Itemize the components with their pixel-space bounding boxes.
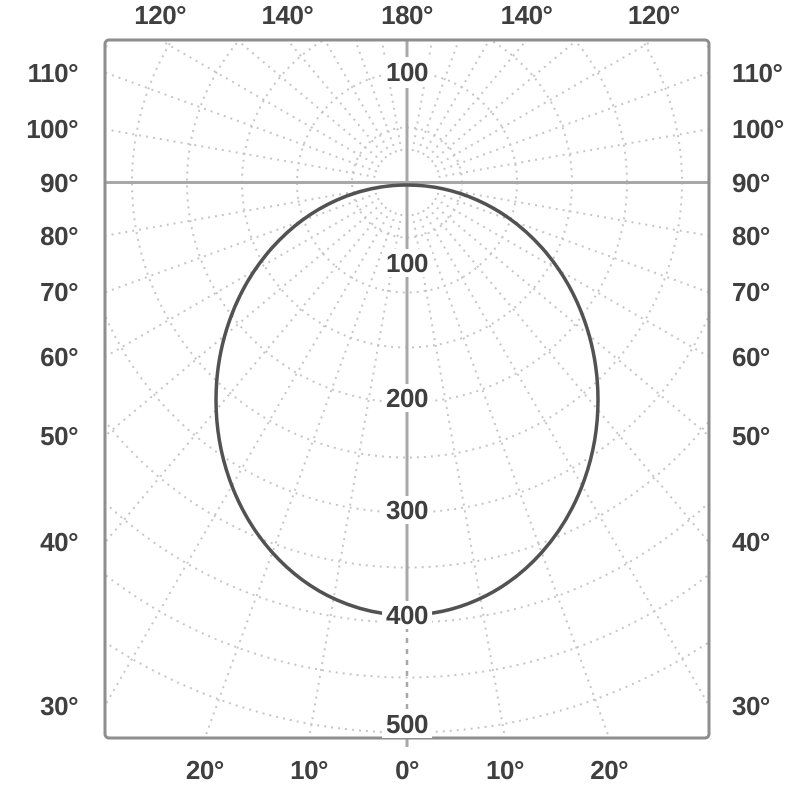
angle-label-right: 50° [732,420,770,451]
angle-label-top: 140° [500,0,553,30]
radial-value-label: 400 [382,601,432,629]
grid-circle [105,501,709,624]
angle-label-top: 120° [627,0,680,30]
grid-ray [438,187,709,237]
angle-label-right: 40° [732,527,770,558]
grid-ray [105,128,376,178]
radial-value-label: 100 [382,58,432,86]
angle-label-left: 60° [40,341,78,372]
angle-label-bottom: 10° [290,755,328,785]
grid-ray [105,197,380,359]
angle-label-right: 70° [732,277,770,308]
angle-label-top: 120° [134,0,187,30]
angle-label-left: 90° [40,167,78,198]
grid-ray [417,212,611,738]
angle-label-right: 100° [732,114,784,145]
grid-ray [426,206,709,544]
grid-ray [438,128,709,178]
radial-value-label: 100 [382,249,432,277]
angle-label-bottom: 20° [185,755,224,785]
angle-label-top: 140° [261,0,314,30]
angle-label-left: 100° [26,114,78,145]
angle-label-left: 30° [40,690,78,721]
angle-label-bottom: 10° [486,755,524,785]
radial-value-label: 300 [382,496,432,524]
angle-label-left: 80° [40,220,78,251]
angle-label-right: 110° [732,57,783,88]
angle-label-right: 60° [732,341,770,372]
angle-label-bottom: 20° [590,755,629,785]
angle-label-left: 70° [40,277,78,308]
grid-ray [105,206,388,544]
angle-label-right: 80° [732,220,770,251]
angle-label-left: 50° [40,420,78,451]
angle-label-right: 30° [732,690,770,721]
grid-circle [105,573,709,679]
angle-label-right: 90° [732,167,770,198]
grid-ray [411,213,506,738]
angle-label-left: 110° [27,57,79,88]
grid-ray [434,197,709,359]
angle-label-bottom: 0° [395,755,419,785]
radial-value-label: 500 [382,710,432,738]
grid-ray [203,212,397,738]
angle-label-top: 180° [381,0,433,30]
angle-label-left: 40° [40,527,78,558]
plot-border [103,38,711,740]
radial-value-label: 200 [382,384,432,412]
grid-ray [308,213,403,738]
